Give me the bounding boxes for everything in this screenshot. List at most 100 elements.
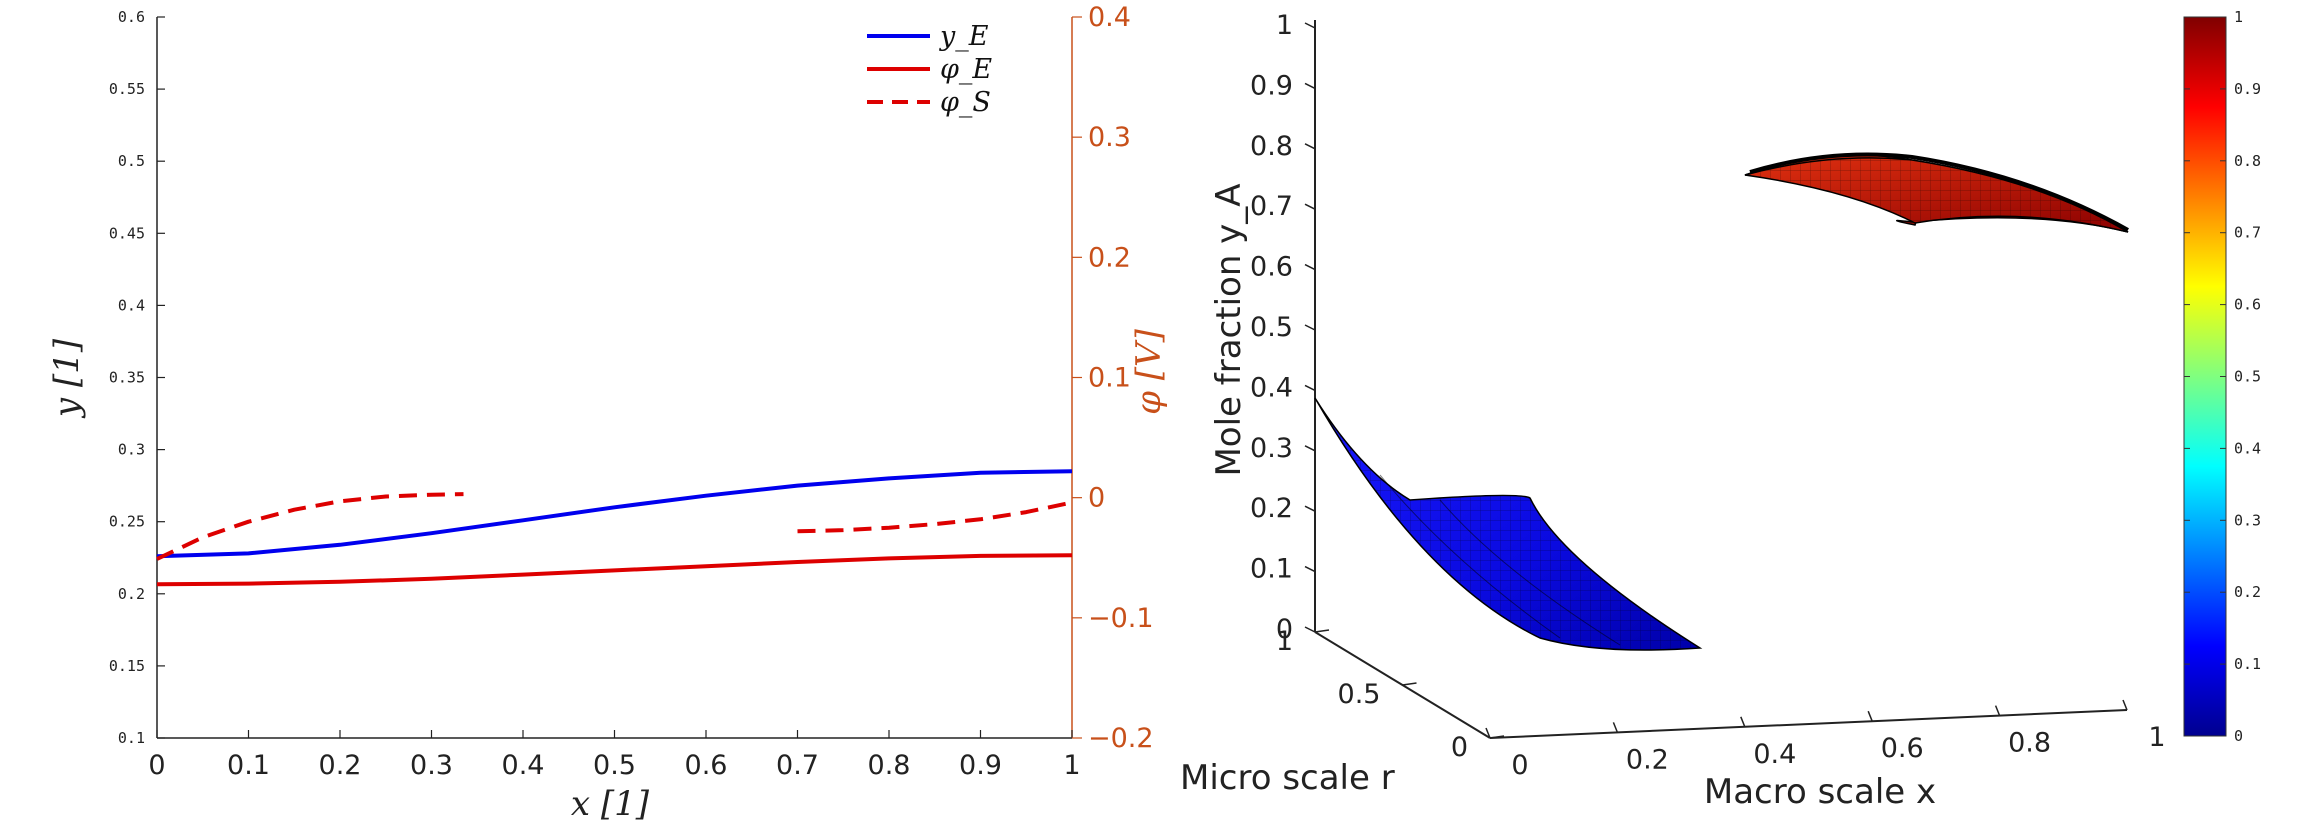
x-tick-label: 0: [148, 750, 165, 781]
colorbar-tick-label: 0.6: [2234, 296, 2261, 314]
x-tick-label: 0.1: [227, 750, 270, 781]
y-tick-label: 0.1: [118, 729, 145, 747]
y-tick-label: 0.4: [118, 296, 145, 314]
colorbar-tick-label: 0.3: [2234, 511, 2261, 529]
z-tick-label: 0.8: [1250, 131, 1293, 162]
z-tick-label: 0.6: [1250, 252, 1293, 283]
line-chart: 0.10.150.20.250.30.350.40.450.50.550.60 0…: [47, 2, 1169, 824]
r3d-tick-label: 0.5: [1338, 679, 1381, 710]
r3d-tick-mark: [1314, 629, 1330, 633]
r-axis-3d-ticks: 00.51: [1276, 626, 1505, 763]
z-tick-mark: [1304, 324, 1316, 331]
r-axis-3d-label: Micro scale r: [1180, 758, 1395, 798]
z-tick-mark: [1304, 22, 1316, 29]
legend-label: φ_S: [940, 87, 991, 118]
z-tick-label: 0.3: [1250, 433, 1293, 464]
z-tick-label: 0.5: [1250, 312, 1293, 343]
x3d-tick-label: 0: [1511, 750, 1528, 781]
z-tick-label: 0.1: [1250, 554, 1293, 585]
x-tick-label: 0.9: [959, 750, 1002, 781]
y2-axis-label: φ [V]: [1129, 328, 1169, 414]
line-series-group: [156, 469, 1073, 587]
x3d-tick-label: 0.4: [1753, 739, 1796, 770]
series-line-2: [156, 492, 464, 561]
y-tick-label: 0.5: [118, 152, 145, 170]
y-tick-label: 0.55: [109, 80, 145, 98]
x-tick-label: 1: [1063, 750, 1080, 781]
x-axis-3d-line: [1489, 709, 2128, 739]
y2-tick-label: −0.1: [1088, 603, 1154, 634]
x-tick-label: 0.4: [502, 750, 545, 781]
x3d-tick-mark: [1867, 710, 1873, 722]
colorbar-tick-label: 0.4: [2234, 439, 2261, 457]
y-axis-label: y [1]: [47, 338, 87, 419]
x3d-tick-mark: [1740, 716, 1746, 728]
z-tick-label: 0.7: [1250, 191, 1293, 222]
y-tick-label: 0.3: [118, 441, 145, 459]
z-tick-mark: [1304, 143, 1316, 150]
z-axis-3d-label: Mole fraction y_A: [1209, 183, 1249, 476]
x-tick-label: 0.7: [776, 750, 819, 781]
y2-tick-label: 0.3: [1088, 122, 1131, 153]
y-tick-label: 0.45: [109, 224, 145, 242]
y2-tick-label: 0.1: [1088, 363, 1131, 394]
y2-tick-label: 0: [1088, 483, 1105, 514]
z-tick-mark: [1304, 626, 1316, 633]
surface-plot: 0 0.1 0.2 0.3 0.4 0.5 0.6 0.7 0.8 0.9 1 0 0.2 0.4 0.6…: [1180, 8, 2261, 812]
x3d-tick-label: 1: [2148, 722, 2165, 753]
y-tick-label: 0.25: [109, 513, 145, 531]
colorbar-ticks: 0 0.1 0.2 0.3 0.4 0.5 0.6 0.7 0.8 0.9 1: [2184, 8, 2261, 745]
z-tick-label: 0: [1276, 614, 1293, 645]
r3d-tick-label: 1: [1276, 626, 1293, 657]
y2-axis-label-text: φ [V]: [1129, 328, 1169, 414]
left-axis-ticks: 0.10.150.20.250.30.350.40.450.50.550.60 0…: [109, 2, 1154, 781]
z-tick-label: 0.9: [1250, 70, 1293, 101]
x-axis-label-text: x [1]: [571, 784, 650, 824]
colorbar-tick-label: 1: [2234, 8, 2243, 26]
low-surface: [1314, 397, 1703, 651]
y-tick-label: 0.2: [118, 585, 145, 603]
x3d-tick-mark: [1612, 722, 1619, 733]
x-tick-label: 0.2: [319, 750, 362, 781]
z-tick-mark: [1304, 384, 1316, 392]
z-tick-mark: [1304, 203, 1316, 210]
x-tick-label: 0.8: [868, 750, 911, 781]
legend-label: y_E: [939, 21, 989, 52]
colorbar-tick-label: 0.1: [2234, 655, 2261, 673]
r3d-tick-label: 0: [1451, 732, 1468, 763]
y2-tick-label: 0.4: [1088, 2, 1131, 33]
x3d-tick-mark: [1994, 705, 2001, 716]
z-tick-mark: [1304, 263, 1316, 271]
x-axis-3d-label: Macro scale x: [1704, 772, 1936, 812]
colorbar-tick-label: 0.7: [2234, 224, 2261, 242]
z-tick-label: 1: [1276, 10, 1293, 41]
r3d-tick-mark: [1489, 735, 1505, 739]
series-line-1: [156, 553, 1073, 587]
colorbar-tick-label: 0: [2234, 727, 2243, 745]
y2-tick-label: −0.2: [1088, 723, 1154, 754]
colorbar-tick-label: 0.5: [2234, 368, 2261, 386]
z-tick-mark: [1304, 565, 1316, 573]
high-surface: [1744, 152, 2129, 233]
z-tick-label: 0.4: [1250, 372, 1293, 403]
x-axis-label: x [1]: [571, 784, 650, 824]
x3d-tick-label: 0.6: [1881, 733, 1924, 764]
x3d-tick-label: 0.8: [2008, 728, 2051, 759]
z-tick-mark: [1304, 505, 1316, 512]
x3d-tick-label: 0.2: [1626, 744, 1669, 775]
x-tick-label: 0.5: [593, 750, 636, 781]
x-tick-label: 0.3: [410, 750, 453, 781]
colorbar-tick-label: 0.8: [2234, 152, 2261, 170]
colorbar: [2183, 16, 2227, 737]
legend-label: φ_E: [940, 54, 992, 85]
y-tick-label: 0.35: [109, 369, 145, 387]
y-tick-label: 0.15: [109, 657, 145, 675]
series-line-3: [797, 500, 1073, 534]
x-tick-label: 0.6: [685, 750, 728, 781]
chart-legend: y_Eφ_Eφ_S: [867, 21, 992, 118]
colorbar-tick-label: 0.2: [2234, 583, 2261, 601]
z-tick-mark: [1304, 82, 1316, 90]
z-axis-ticks: 0 0.1 0.2 0.3 0.4 0.5 0.6 0.7 0.8 0.9 1: [1250, 10, 1316, 645]
r3d-tick-mark: [1402, 682, 1417, 686]
